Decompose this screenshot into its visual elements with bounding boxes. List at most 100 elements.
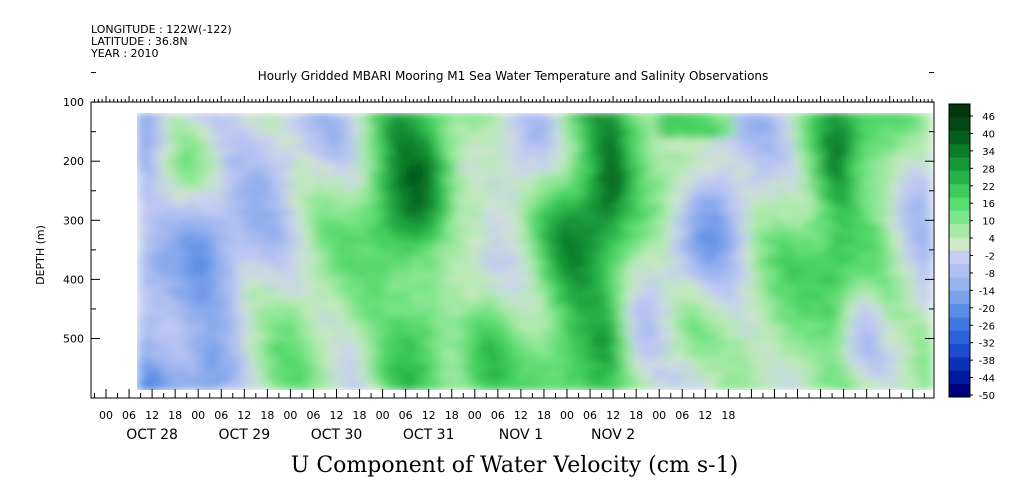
heatmap-cell — [156, 355, 162, 361]
heatmap-cell — [248, 281, 254, 287]
heatmap-cell — [216, 305, 222, 312]
heatmap-cell — [359, 320, 365, 327]
heatmap-cell — [367, 251, 373, 258]
heatmap-cell — [304, 300, 309, 307]
heatmap-cell — [431, 182, 437, 188]
heatmap-cell — [180, 182, 186, 188]
heatmap-cell — [284, 305, 289, 312]
heatmap-cell — [268, 142, 273, 149]
heatmap-cell — [427, 226, 433, 233]
heatmap-cell — [395, 365, 401, 371]
heatmap-cell — [447, 375, 453, 381]
heatmap-cell — [324, 256, 329, 262]
heatmap-cell — [316, 132, 321, 139]
latitude-label: LATITUDE : 36.8N — [91, 35, 188, 48]
heatmap-cell — [475, 286, 480, 292]
heatmap-cell — [288, 122, 293, 129]
heatmap-cell — [324, 345, 329, 352]
heatmap-cell — [403, 132, 409, 139]
heatmap-cell — [252, 315, 257, 322]
heatmap-cell — [184, 221, 190, 228]
heatmap-cell — [475, 380, 480, 386]
heatmap-cell — [375, 162, 381, 169]
heatmap-cell — [475, 310, 480, 317]
heatmap-cell — [427, 325, 433, 332]
heatmap-cell — [487, 172, 492, 178]
heatmap-cell — [359, 365, 365, 371]
heatmap-cell — [296, 385, 301, 390]
heatmap-cell — [439, 137, 445, 144]
heatmap-cell — [471, 177, 476, 183]
heatmap-cell — [264, 300, 269, 307]
heatmap-cell — [403, 345, 409, 352]
heatmap-cell — [268, 330, 273, 337]
heatmap-cell — [232, 251, 238, 258]
heatmap-cell — [152, 271, 158, 277]
heatmap-cell — [180, 221, 186, 228]
heatmap-cell — [355, 162, 361, 169]
heatmap-cell — [236, 182, 242, 188]
heatmap-cell — [280, 340, 285, 347]
heatmap-cell — [367, 276, 373, 282]
heatmap-cell — [172, 286, 178, 292]
heatmap-cell — [403, 246, 409, 253]
heatmap-cell — [300, 137, 305, 144]
heatmap-cell — [447, 152, 453, 159]
heatmap-cell — [423, 350, 429, 356]
heatmap-cell — [216, 113, 222, 119]
heatmap-cell — [347, 271, 353, 277]
heatmap-cell — [192, 291, 198, 297]
heatmap-cell — [332, 152, 337, 159]
heatmap-cell — [184, 162, 190, 169]
heatmap-cell — [248, 206, 254, 213]
heatmap-cell — [148, 187, 154, 193]
heatmap-cell — [399, 152, 405, 159]
heatmap-cell — [339, 216, 345, 223]
heatmap-cell — [427, 113, 433, 119]
heatmap-cell — [212, 177, 218, 183]
heatmap-cell — [419, 197, 425, 203]
heatmap-cell — [351, 236, 357, 243]
heatmap-cell — [196, 157, 202, 164]
heatmap-cell — [371, 157, 377, 164]
heatmap-cell — [343, 315, 349, 322]
heatmap-cell — [312, 236, 317, 243]
heatmap-cell — [304, 291, 309, 297]
heatmap-cell — [371, 380, 377, 386]
heatmap-cell — [359, 216, 365, 223]
heatmap-cell — [304, 211, 309, 218]
heatmap-cell — [375, 291, 381, 297]
heatmap-cell — [140, 291, 146, 297]
heatmap-cell — [212, 350, 218, 356]
heatmap-cell — [148, 305, 154, 312]
heatmap-cell — [443, 360, 449, 366]
heatmap-cell — [212, 271, 218, 277]
heatmap-cell — [320, 315, 325, 322]
heatmap-cell — [367, 375, 373, 381]
heatmap-cell — [304, 385, 309, 390]
heatmap-cell — [411, 236, 417, 243]
heatmap-cell — [359, 162, 365, 169]
heatmap-cell — [407, 122, 413, 129]
heatmap-cell — [419, 241, 425, 248]
heatmap-cell — [419, 291, 425, 297]
heatmap-cell — [332, 350, 337, 356]
heatmap-cell — [324, 236, 329, 243]
heatmap-cell — [252, 291, 257, 297]
heatmap-cell — [144, 132, 150, 139]
heatmap-cell — [487, 281, 492, 287]
heatmap-cell — [379, 147, 385, 154]
heatmap-cell — [137, 355, 142, 361]
heatmap-cell — [172, 216, 178, 223]
heatmap-cell — [483, 202, 488, 208]
heatmap-cell — [240, 305, 246, 312]
heatmap-cell — [276, 320, 281, 327]
heatmap-cell — [343, 375, 349, 381]
heatmap-cell — [320, 355, 325, 361]
heatmap-cell — [483, 167, 488, 173]
heatmap-cell — [407, 167, 413, 173]
heatmap-cell — [232, 142, 238, 149]
heatmap-cell — [316, 187, 321, 193]
heatmap-cell — [403, 211, 409, 218]
heatmap-cell — [248, 370, 254, 376]
